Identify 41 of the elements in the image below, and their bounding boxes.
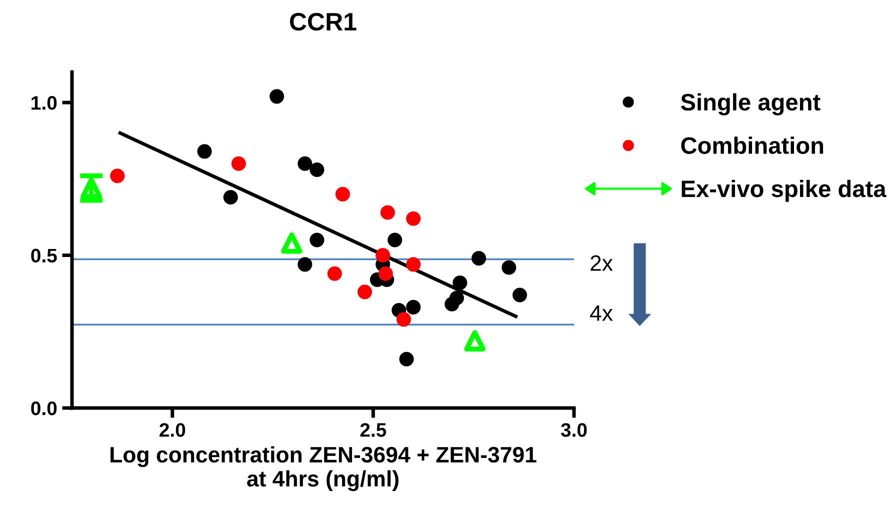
point — [270, 89, 284, 104]
point — [223, 190, 238, 205]
point — [444, 296, 460, 312]
point — [197, 144, 212, 159]
point — [281, 232, 302, 254]
x-tick-label: 2.5 — [360, 423, 386, 437]
point — [399, 352, 414, 366]
point — [357, 284, 372, 300]
point — [406, 257, 421, 272]
chart-title: CCR1 — [290, 12, 356, 31]
point — [376, 248, 390, 263]
point — [298, 257, 312, 272]
point — [310, 232, 324, 248]
legend-label: Combination — [681, 136, 824, 154]
point — [335, 186, 350, 202]
point — [406, 211, 421, 226]
y-tick-label: 0.5 — [31, 248, 57, 263]
point — [512, 288, 528, 302]
point — [406, 300, 421, 314]
point — [464, 330, 486, 352]
point — [231, 156, 246, 171]
point — [327, 266, 342, 281]
point — [298, 156, 312, 171]
point — [378, 266, 393, 281]
legend-label: Single agent — [680, 93, 820, 116]
point — [110, 168, 125, 184]
point — [472, 251, 486, 266]
legend-label: Ex-vivo spike data — [682, 180, 886, 202]
x-axis-title: Log concentration ZEN-3694 + ZEN-3791 at 4hrs (ng/ml) — [110, 446, 536, 492]
point — [452, 275, 468, 290]
text: 4x — [590, 305, 613, 321]
point — [388, 232, 402, 248]
point — [380, 205, 395, 220]
y-tick-label: 1.0 — [32, 96, 57, 110]
text: 2x — [590, 255, 613, 271]
x-tick-label: 2.0 — [160, 423, 186, 437]
point — [310, 162, 324, 178]
point — [396, 312, 412, 327]
y-tick-label: 0.0 — [31, 401, 57, 416]
x-tick-label: 3.0 — [560, 423, 587, 437]
point — [502, 260, 516, 275]
